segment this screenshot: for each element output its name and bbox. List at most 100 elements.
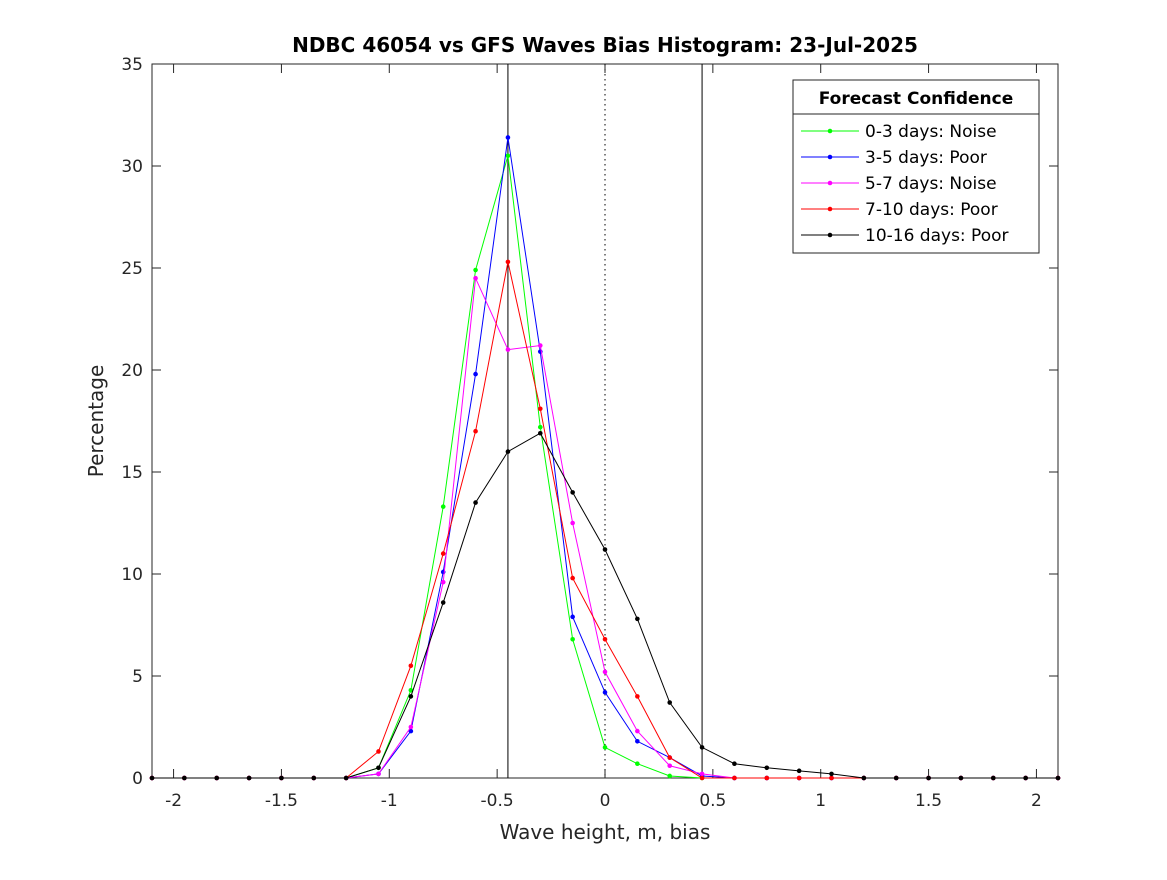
data-point xyxy=(408,728,414,734)
data-point xyxy=(635,616,640,622)
y-tick-label: 5 xyxy=(132,667,143,687)
data-point xyxy=(796,775,802,781)
data-point xyxy=(861,775,867,781)
data-point xyxy=(537,424,543,430)
x-tick-label: -0.5 xyxy=(481,791,514,811)
data-point xyxy=(570,575,575,581)
y-tick-label: 35 xyxy=(121,55,143,75)
series-5 xyxy=(149,430,1061,781)
data-point xyxy=(635,738,640,744)
data-point xyxy=(796,768,802,774)
legend-title: Forecast Confidence xyxy=(819,89,1014,109)
data-point xyxy=(635,694,640,699)
x-tick-label: 1.5 xyxy=(915,791,942,811)
data-point xyxy=(699,775,705,781)
data-point xyxy=(311,775,317,781)
data-point xyxy=(246,775,252,781)
data-point xyxy=(990,775,996,781)
data-point xyxy=(732,761,737,767)
data-point xyxy=(764,765,770,771)
data-point xyxy=(829,771,834,777)
x-tick-label: 2 xyxy=(1031,791,1042,811)
chart-title: NDBC 46054 vs GFS Waves Bias Histogram: … xyxy=(292,33,918,57)
x-tick-label: 0 xyxy=(600,791,611,811)
x-axis-label: Wave height, m, bias xyxy=(500,820,711,844)
data-point xyxy=(473,371,478,377)
data-point xyxy=(505,153,511,159)
data-point xyxy=(537,343,543,348)
legend-label: 5-7 days: Noise xyxy=(865,174,997,194)
legend-entry: 7-10 days: Poor xyxy=(801,200,998,220)
data-point xyxy=(376,749,381,754)
data-point xyxy=(408,694,414,699)
data-point xyxy=(505,347,511,352)
data-point xyxy=(376,765,381,771)
x-tick-label: 1 xyxy=(815,791,826,811)
data-point xyxy=(505,449,511,454)
data-point xyxy=(699,745,705,750)
data-point xyxy=(408,687,414,693)
legend-marker xyxy=(827,180,833,186)
x-tick-label: -1.5 xyxy=(265,791,298,811)
data-point xyxy=(182,775,187,781)
data-point xyxy=(343,775,349,781)
legend-box xyxy=(792,79,1040,254)
data-point xyxy=(667,700,673,705)
data-point xyxy=(440,551,446,556)
legend-label: 3-5 days: Poor xyxy=(865,148,987,168)
data-point xyxy=(537,406,543,412)
data-point xyxy=(667,755,673,760)
data-point xyxy=(149,775,155,781)
data-point xyxy=(958,775,964,781)
data-point xyxy=(764,775,770,781)
x-tick-label: -2 xyxy=(165,791,182,811)
data-point xyxy=(440,600,446,605)
data-point xyxy=(602,636,608,642)
x-tick-label: -1 xyxy=(381,791,398,811)
legend-label: 7-10 days: Poor xyxy=(865,200,998,220)
data-point xyxy=(829,775,834,781)
data-point xyxy=(1055,775,1061,781)
y-tick-label: 0 xyxy=(132,769,143,789)
data-point xyxy=(602,690,608,695)
data-point xyxy=(537,430,543,436)
y-tick-label: 15 xyxy=(121,463,143,483)
y-axis-label: Percentage xyxy=(84,365,108,478)
legend: Forecast Confidence 0-3 days: Noise 3-5 da… xyxy=(792,79,1040,254)
data-point xyxy=(893,775,899,781)
legend-label: 10-16 days: Poor xyxy=(865,226,1009,246)
data-point xyxy=(440,504,446,509)
data-point xyxy=(570,520,575,526)
legend-entry: 5-7 days: Noise xyxy=(801,174,997,194)
data-point xyxy=(635,728,640,734)
y-tick-label: 30 xyxy=(121,157,143,177)
legend-entry: 3-5 days: Poor xyxy=(801,148,987,168)
data-point xyxy=(602,745,608,750)
legend-entry: 10-16 days: Poor xyxy=(801,226,1009,246)
data-point xyxy=(408,663,414,669)
data-point xyxy=(602,669,608,675)
data-point xyxy=(635,761,640,767)
data-point xyxy=(505,259,511,265)
y-tick-label: 25 xyxy=(121,259,143,279)
data-point xyxy=(376,771,381,777)
x-tick-label: 0.5 xyxy=(699,791,726,811)
data-point xyxy=(570,490,575,495)
data-point xyxy=(1023,775,1028,781)
data-point xyxy=(408,724,414,730)
data-point xyxy=(602,547,608,552)
data-point xyxy=(473,428,478,434)
legend-label: 0-3 days: Noise xyxy=(865,122,997,142)
data-point xyxy=(440,579,446,585)
y-tick-label: 20 xyxy=(121,361,143,381)
data-point xyxy=(473,500,478,505)
data-point xyxy=(505,135,511,140)
data-point xyxy=(279,775,284,781)
legend-marker xyxy=(827,232,833,238)
legend-marker xyxy=(827,206,833,212)
legend-marker xyxy=(827,154,833,160)
data-point xyxy=(570,636,575,642)
